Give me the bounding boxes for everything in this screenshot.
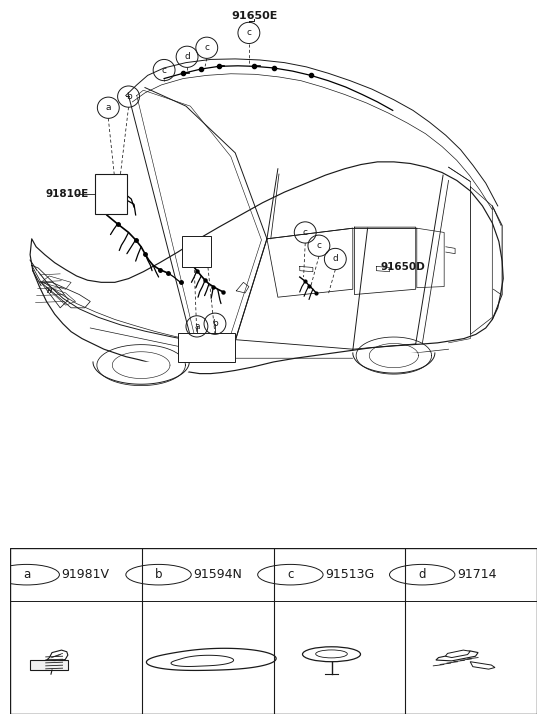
Ellipse shape <box>302 647 360 662</box>
Text: 91650D: 91650D <box>380 262 425 272</box>
Polygon shape <box>147 648 276 670</box>
Text: b: b <box>155 569 162 581</box>
Text: d: d <box>184 52 190 61</box>
FancyBboxPatch shape <box>178 333 235 362</box>
Text: c: c <box>246 28 252 37</box>
Text: c: c <box>204 44 210 52</box>
FancyBboxPatch shape <box>95 174 127 214</box>
Text: 91810D: 91810D <box>184 342 229 353</box>
Polygon shape <box>171 655 234 667</box>
FancyBboxPatch shape <box>182 236 211 268</box>
Text: b: b <box>212 319 218 328</box>
Text: c: c <box>316 241 322 250</box>
Polygon shape <box>470 662 495 669</box>
Text: a: a <box>106 103 111 112</box>
Text: 91810E: 91810E <box>45 189 89 199</box>
Text: c: c <box>302 228 308 237</box>
Text: 91714: 91714 <box>457 569 497 581</box>
Text: 91650E: 91650E <box>231 11 277 21</box>
FancyBboxPatch shape <box>31 659 68 670</box>
Text: c: c <box>161 65 167 75</box>
Ellipse shape <box>316 650 347 658</box>
Text: a: a <box>194 322 200 331</box>
Polygon shape <box>436 651 478 661</box>
Text: d: d <box>333 254 338 263</box>
Text: 91981V: 91981V <box>61 569 109 581</box>
Polygon shape <box>445 650 470 657</box>
Text: b: b <box>126 92 131 101</box>
Text: d: d <box>418 569 426 581</box>
Text: a: a <box>23 569 30 581</box>
Text: 91594N: 91594N <box>193 569 242 581</box>
Text: c: c <box>287 569 294 581</box>
Text: 91513G: 91513G <box>325 569 375 581</box>
FancyBboxPatch shape <box>10 548 537 714</box>
Polygon shape <box>46 650 68 661</box>
Text: H: H <box>46 289 52 294</box>
